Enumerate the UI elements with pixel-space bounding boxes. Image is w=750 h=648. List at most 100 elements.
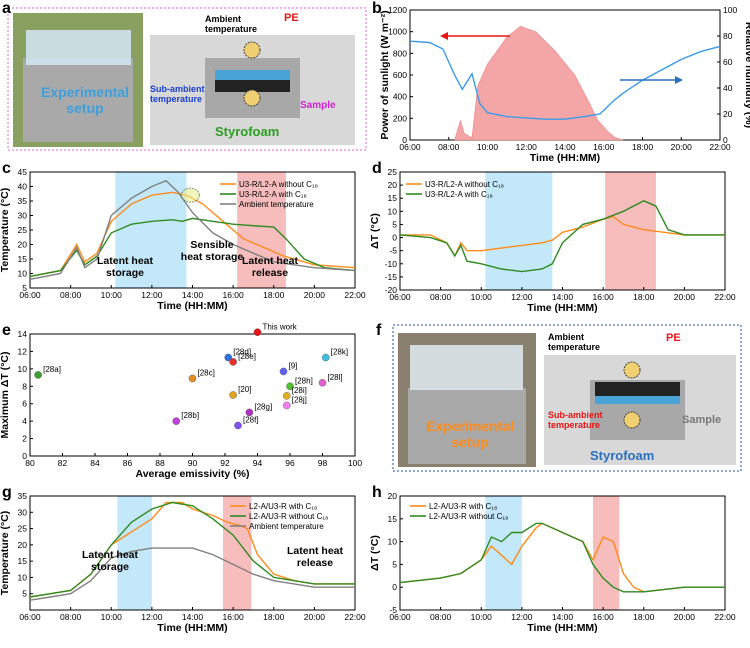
x-tick-label-b: 06:00 xyxy=(399,142,421,152)
x-tick-label-d: 08:00 xyxy=(430,292,452,302)
dt-line-h-1 xyxy=(399,522,725,593)
photo-f-film xyxy=(410,345,523,390)
scatter-point xyxy=(321,353,330,362)
y-tick-label-e: 10 xyxy=(18,364,28,374)
scatter-point xyxy=(282,392,291,400)
scatter-point xyxy=(253,328,262,337)
scatter-label: [28f] xyxy=(243,416,259,425)
x-tick-label-b: 14:00 xyxy=(554,142,576,152)
y-tick-label-b: 400 xyxy=(393,92,407,102)
x-axis-title-h: Time (HH:MM) xyxy=(527,622,597,634)
x-tick-label-c: 18:00 xyxy=(263,290,285,300)
x-tick-label-g: 10:00 xyxy=(101,612,123,622)
x-tick-label-e: 100 xyxy=(348,458,362,468)
temp-line-g-2 xyxy=(29,547,355,601)
latent-storage-band xyxy=(115,172,187,288)
x-tick-label-e: 84 xyxy=(90,458,100,468)
legend-c-label: U3-R/L2-A with C₁₈ xyxy=(239,190,307,199)
x-tick-label-e: 96 xyxy=(285,458,295,468)
x-tick-label-h: 08:00 xyxy=(430,612,452,622)
x-tick-label-d: 10:00 xyxy=(471,292,493,302)
y-tick-label-d: 15 xyxy=(388,193,398,203)
y-tick-label-d: 20 xyxy=(388,180,398,190)
x-tick-label-c: 14:00 xyxy=(182,290,204,300)
x-tick-label-g: 20:00 xyxy=(304,612,326,622)
scatter-point xyxy=(286,382,294,391)
y-tick-label-c: 15 xyxy=(18,254,28,264)
band-d-pink xyxy=(605,172,656,290)
band-h-pink xyxy=(592,496,620,610)
x-tick-label-h: 16:00 xyxy=(592,612,614,622)
y-tick-label-e: 2 xyxy=(22,434,27,444)
temp-line-g-1 xyxy=(29,501,355,598)
x-tick-label-g: 22:00 xyxy=(344,612,366,622)
x-axis-title-g: Time (HH:MM) xyxy=(157,622,227,634)
x-tick-label-c: 16:00 xyxy=(222,290,244,300)
y-axis-title-h: ΔT (°C) xyxy=(369,535,381,571)
x-tick-label-g: 12:00 xyxy=(141,612,163,622)
y-tick-label-d: 10 xyxy=(388,206,398,216)
y-tick-label-e: 12 xyxy=(18,346,28,356)
scatter-label: This work xyxy=(263,322,298,331)
y-tick-label-e: 6 xyxy=(22,399,27,409)
arrowhead-red xyxy=(440,32,448,40)
x-tick-label-e: 98 xyxy=(318,458,328,468)
x-tick-label-e: 82 xyxy=(58,458,68,468)
y-tick-label-c: 40 xyxy=(18,182,28,192)
schematic-block xyxy=(215,80,290,92)
scatter-label: [28j] xyxy=(292,395,307,404)
y-tick-label-c: 35 xyxy=(18,196,28,206)
y-tick-label-h: 20 xyxy=(388,491,398,501)
y2-tick-label-b: 80 xyxy=(723,31,733,41)
x-tick-label-e: 92 xyxy=(220,458,230,468)
x-tick-label-h: 20:00 xyxy=(674,612,696,622)
y2-tick-label-b: 60 xyxy=(723,57,733,67)
y-tick-label-c: 30 xyxy=(18,211,28,221)
scatter-point xyxy=(282,401,291,410)
legend-g-label: L2-A/U3-R without C₁₈ xyxy=(249,512,328,521)
legend-c-label: Ambient temperature xyxy=(239,200,314,209)
y-axis-title-c: Temperature (°C) xyxy=(0,188,11,273)
photo-f-box xyxy=(408,388,526,464)
annot-latent-storage-g2: storage xyxy=(91,561,129,573)
scatter-label: [28e] xyxy=(238,352,256,361)
band-g-blue xyxy=(117,496,152,610)
x-tick-label-c: 06:00 xyxy=(19,290,41,300)
y2-tick-label-b: 0 xyxy=(723,135,728,145)
y-tick-label-b: 1200 xyxy=(388,5,407,15)
dt-line-d-1 xyxy=(399,200,725,273)
x-axis-title-c: Time (HH:MM) xyxy=(157,300,227,312)
x-tick-label-g: 08:00 xyxy=(60,612,82,622)
x-tick-label-d: 22:00 xyxy=(714,292,736,302)
y-tick-label-b: 1000 xyxy=(388,27,407,37)
y-tick-label-d: -20 xyxy=(385,285,398,295)
y-tick-label-c: 25 xyxy=(18,225,28,235)
x-axis-title-e: Average emissivity (%) xyxy=(136,468,250,480)
x-tick-label-b: 10:00 xyxy=(477,142,499,152)
legend-d-label: U3-R/L2-A without C₁₈ xyxy=(425,180,504,189)
y-tick-label-c: 45 xyxy=(18,167,28,177)
x-tick-label-c: 20:00 xyxy=(304,290,326,300)
scatter-label: [9] xyxy=(289,361,298,370)
x-tick-label-g: 14:00 xyxy=(182,612,204,622)
y-tick-label-e: 14 xyxy=(18,329,28,339)
y-tick-label-g: 35 xyxy=(18,491,28,501)
legend-g-label: Ambient temperature xyxy=(249,522,324,531)
y-tick-label-h: 10 xyxy=(388,537,398,547)
panel-f-frame xyxy=(392,324,742,472)
x-tick-label-b: 08:00 xyxy=(438,142,460,152)
schematic-sample xyxy=(215,70,290,80)
y-tick-label-b: 0 xyxy=(402,135,407,145)
x-tick-label-h: 14:00 xyxy=(552,612,574,622)
dt-line-d-0 xyxy=(400,215,725,258)
scatter-point xyxy=(279,367,288,376)
band-h-blue xyxy=(485,496,522,610)
schematic-f-block xyxy=(595,382,680,396)
x-tick-label-h: 06:00 xyxy=(389,612,411,622)
annot-release-c2: release xyxy=(252,267,288,279)
x-tick-label-b: 20:00 xyxy=(671,142,693,152)
annot-release-g2: release xyxy=(297,557,333,569)
x-tick-label-g: 16:00 xyxy=(222,612,244,622)
legend-h-label: L2-A/U3-R with C₁₈ xyxy=(429,502,497,511)
